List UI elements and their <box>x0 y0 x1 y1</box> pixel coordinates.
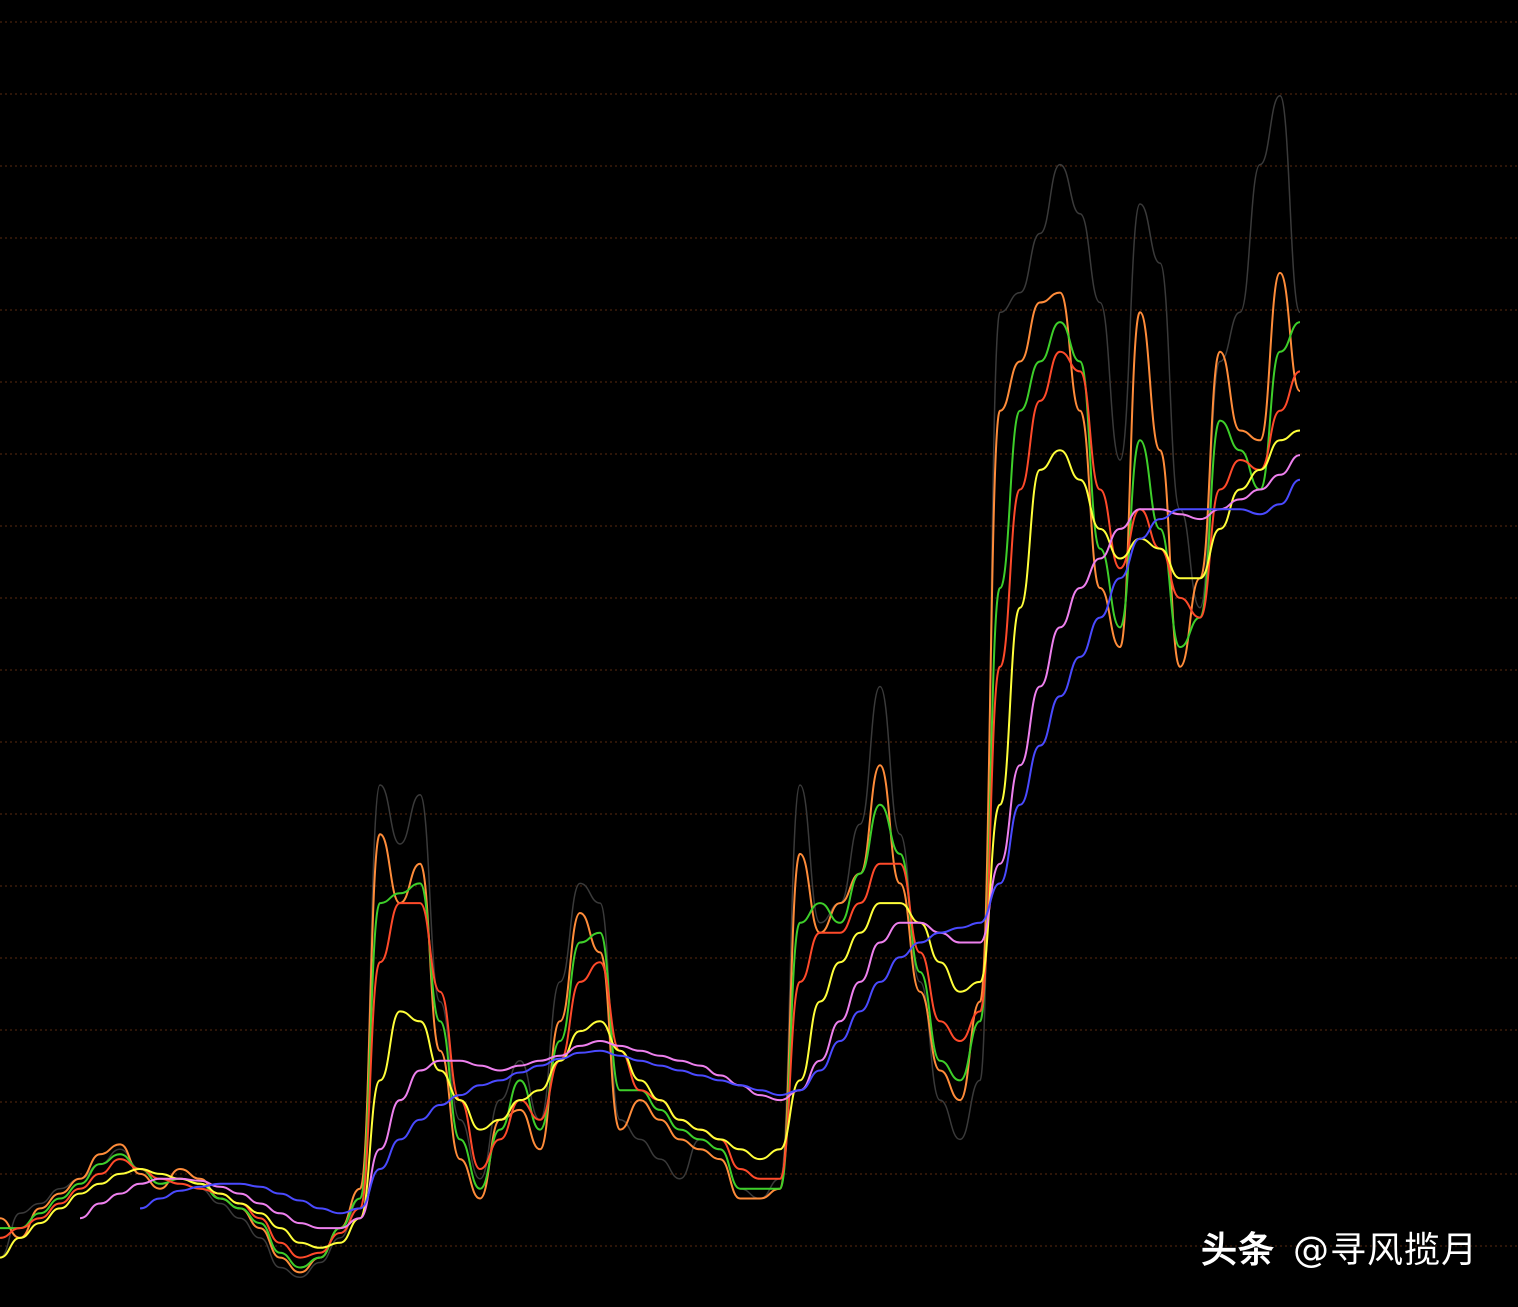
watermark-handle: @寻风揽月 <box>1292 1230 1478 1271</box>
watermark-brand: 头条 <box>1200 1230 1275 1271</box>
grid-lines <box>0 21 1518 1247</box>
series-line-2 <box>0 321 1301 1269</box>
series-lines <box>0 94 1301 1279</box>
series-line-5 <box>79 454 1301 1230</box>
series-line-1 <box>0 271 1301 1274</box>
series-line-6 <box>139 478 1301 1215</box>
watermark: 头条 @寻风揽月 <box>1201 1221 1478 1273</box>
series-line-4 <box>0 429 1301 1259</box>
